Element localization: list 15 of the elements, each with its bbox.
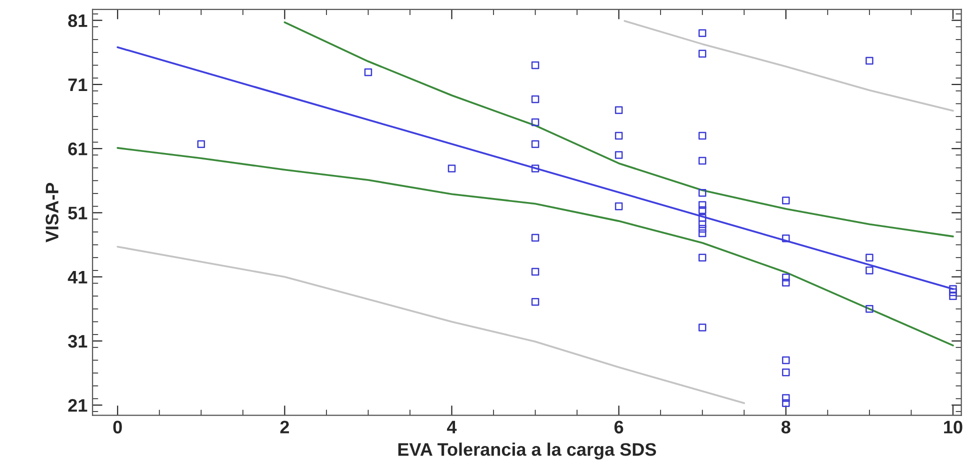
y-tick-label: 31 xyxy=(68,334,88,348)
x-axis-title: EVA Tolerancia a la carga SDS xyxy=(398,442,656,460)
x-tick-label: 4 xyxy=(447,420,457,434)
y-tick-label: 51 xyxy=(68,206,88,220)
y-tick-label: 81 xyxy=(68,14,88,28)
x-tick-label: 10 xyxy=(944,420,962,434)
y-tick-label: 21 xyxy=(68,399,88,412)
y-tick-label: 61 xyxy=(68,142,88,156)
x-tick-label: 0 xyxy=(113,420,122,434)
y-tick-label: 41 xyxy=(68,270,88,284)
y-tick-label: 71 xyxy=(68,78,88,92)
x-tick-label: 2 xyxy=(280,420,289,434)
x-tick-label: 8 xyxy=(781,420,790,434)
x-tick-label: 6 xyxy=(614,420,624,434)
y-axis-title: VISA-P xyxy=(46,182,58,242)
